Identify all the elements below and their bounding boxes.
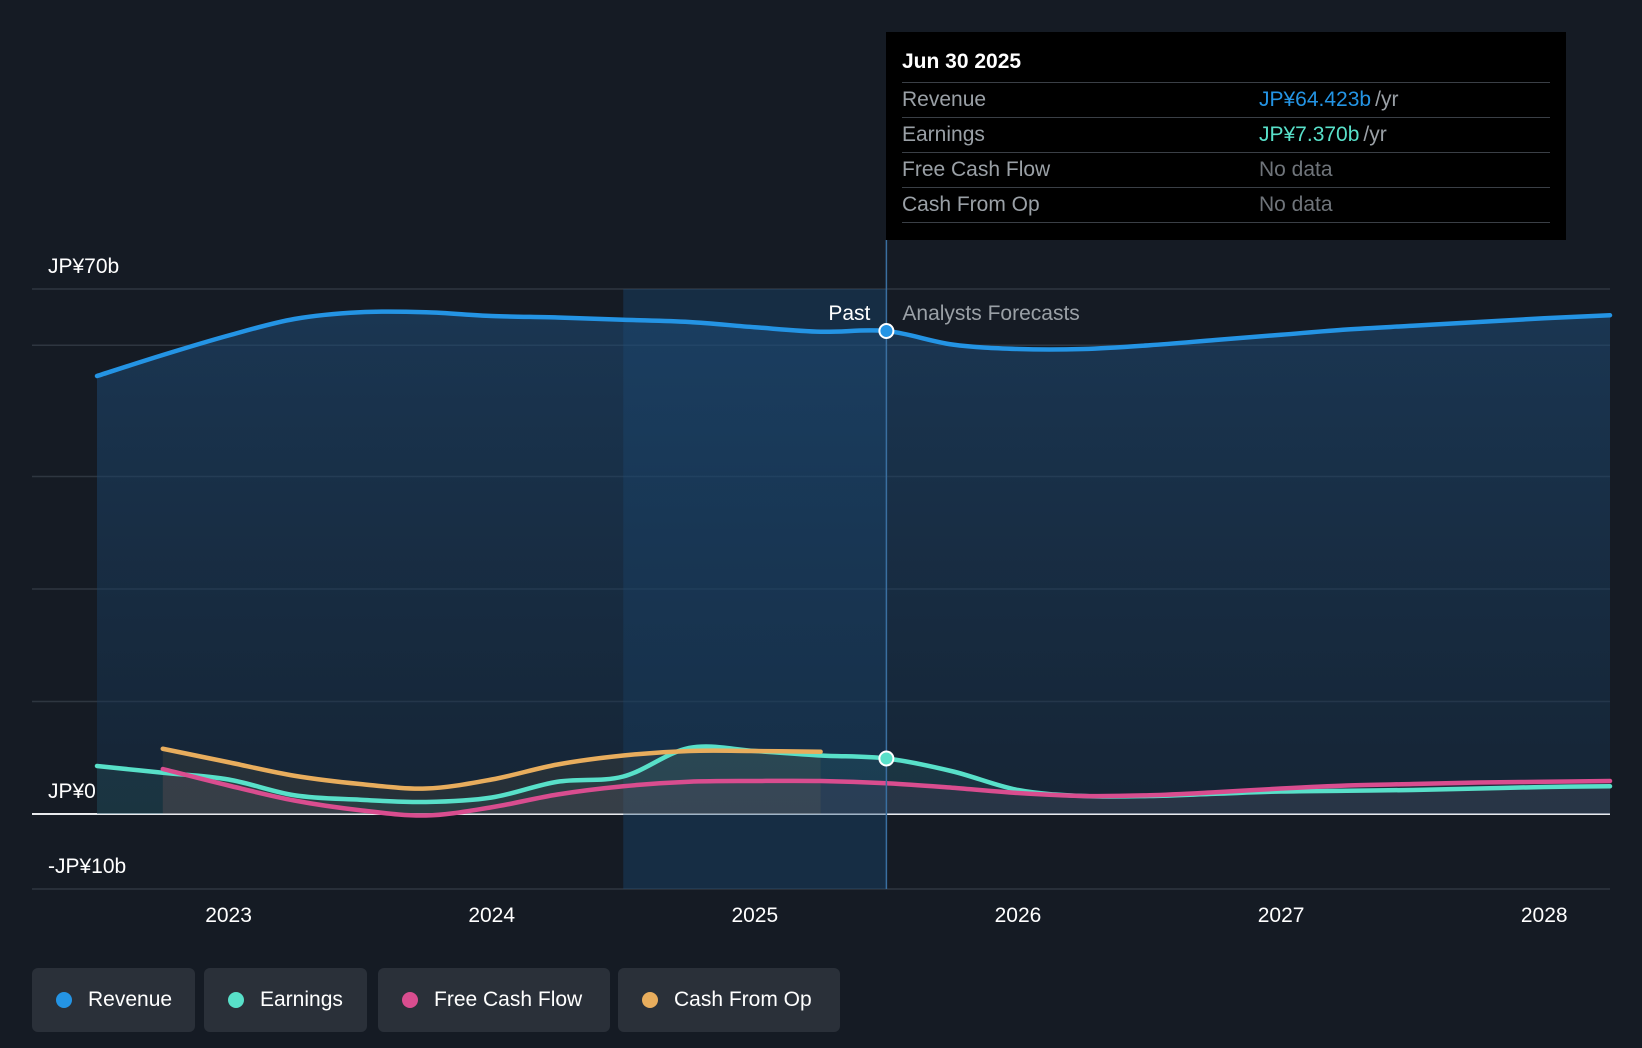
legend-dot [402,992,418,1008]
tooltip-label: Cash From Op [902,193,1040,216]
tooltip-value-wrap: JP¥7.370b/yr [1259,118,1387,152]
tooltip-row-cash-from-op: Cash From Op No data [902,187,1550,222]
tooltip-label: Earnings [902,123,985,146]
past-label: Past [828,302,870,325]
y-tick-label: JP¥70b [48,255,119,278]
revenue-area [97,311,1610,814]
analysts-forecasts-label: Analysts Forecasts [902,302,1079,325]
tooltip-label: Free Cash Flow [902,158,1051,181]
legend-item-free-cash-flow[interactable]: Free Cash Flow [378,968,610,1032]
tooltip-value-wrap: JP¥64.423b/yr [1259,83,1398,117]
legend-item-revenue[interactable]: Revenue [32,968,195,1032]
tooltip-label: Revenue [902,88,987,111]
earnings-hover-marker [878,750,895,767]
tooltip-bottom-rule [902,222,1550,223]
tooltip-unit: /yr [1363,123,1387,146]
legend-label: Revenue [88,988,173,1011]
series-areas [97,311,1611,816]
x-axis-labels: 2023 2024 2025 2026 2027 2028 [205,904,1567,927]
y-axis-labels: JP¥70b JP¥0 -JP¥10b [48,255,126,878]
legend-label: Free Cash Flow [434,988,583,1011]
tooltip-value: No data [1259,158,1333,181]
hover-markers [878,323,895,767]
x-tick-label: 2028 [1521,904,1568,927]
legend-label: Cash From Op [674,988,812,1011]
revenue-hover-marker [878,323,895,339]
x-tick-label: 2024 [468,904,515,927]
tooltip-date: Jun 30 2025 [902,50,1022,73]
x-tick-label: 2027 [1258,904,1305,927]
tooltip-value: JP¥64.423b [1259,88,1372,111]
legend-label: Earnings [260,988,343,1011]
y-tick-label: JP¥0 [48,780,96,803]
legend-item-earnings[interactable]: Earnings [204,968,367,1032]
tooltip-unit: /yr [1375,88,1399,111]
earnings-line [94,744,1613,805]
y-tick-label: -JP¥10b [48,855,126,878]
tooltip: Jun 30 2025 Revenue JP¥64.423b/yr Earnin… [886,32,1566,240]
x-tick-label: 2025 [731,904,778,927]
revenue-line [94,309,1613,379]
legend-dot [642,992,658,1008]
legend-dot [56,992,72,1008]
tooltip-value-wrap: No data [1259,153,1337,187]
legend-dot [228,992,244,1008]
tooltip-value: JP¥7.370b [1259,123,1360,146]
legend-item-cash-from-op[interactable]: Cash From Op [618,968,840,1032]
x-tick-label: 2026 [995,904,1042,927]
x-tick-label: 2023 [205,904,252,927]
tooltip-value-wrap: No data [1259,188,1337,222]
tooltip-row-free-cash-flow: Free Cash Flow No data [902,152,1550,187]
tooltip-row-revenue: Revenue JP¥64.423b/yr [902,82,1550,117]
series-lines [94,309,1613,818]
cash-from-op-line [160,746,823,791]
tooltip-row-earnings: Earnings JP¥7.370b/yr [902,117,1550,152]
tooltip-value: No data [1259,193,1333,216]
